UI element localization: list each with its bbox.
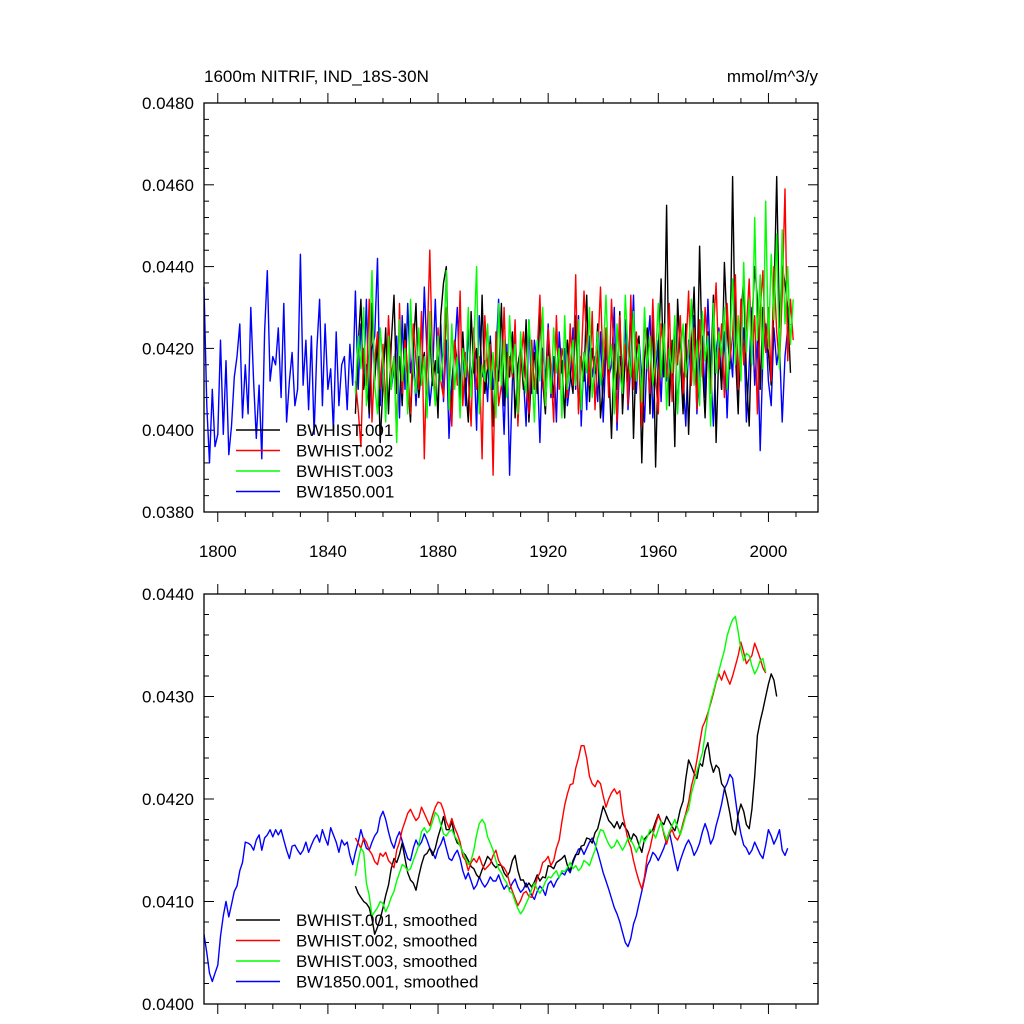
y-tick-label: 0.0420 (142, 790, 194, 809)
legend-label: BWHIST.001, smoothed (296, 911, 477, 930)
series-group (203, 615, 789, 983)
y-tick-label: 0.0430 (142, 688, 194, 707)
x-tick-label: 1880 (419, 542, 457, 561)
y-tick-label: 0.0420 (142, 339, 194, 358)
x-tick-label: 1960 (639, 542, 677, 561)
x-tick-label: 1840 (309, 542, 347, 561)
y-tick-label: 0.0380 (142, 503, 194, 522)
series-line-1 (354, 641, 767, 907)
series-line-2 (354, 615, 767, 917)
legend-label: BWHIST.002 (296, 442, 393, 461)
chart-title: 1600m NITRIF, IND_18S-30N (204, 67, 429, 86)
legend-label: BW1850.001, smoothed (296, 973, 478, 992)
x-tick-label: 2000 (750, 542, 788, 561)
x-tick-label: 1800 (199, 542, 237, 561)
y-tick-label: 0.0440 (142, 585, 194, 604)
panel-smoothed: 0.0400 0.0410 0.0420 0.0430 0.0440 BWHIST.00… (142, 584, 819, 1014)
series-line-0 (354, 673, 778, 935)
plot-frame (203, 102, 819, 513)
plot-frame (203, 593, 819, 1005)
legend-label: BWHIST.002, smoothed (296, 932, 477, 951)
legend-label: BWHIST.001 (296, 421, 393, 440)
x-tick-label: 1920 (529, 542, 567, 561)
y-tick-label: 0.0480 (142, 94, 194, 113)
series-line-2 (354, 200, 794, 444)
y-tick-label: 0.0440 (142, 258, 194, 277)
y-tick-label: 0.0410 (142, 893, 194, 912)
units-label: mmol/m^3/y (727, 67, 819, 86)
y-tick-label: 0.0400 (142, 421, 194, 440)
series-line-3 (203, 773, 789, 983)
y-tick-label: 0.0460 (142, 176, 194, 195)
legend-label: BWHIST.003 (296, 462, 393, 481)
series-group (203, 175, 794, 476)
axes-ticks: 0.0380 0.0400 0.0420 0.0440 0.0460 0.0480 1800… (142, 93, 818, 561)
y-tick-label: 0.0400 (142, 995, 194, 1014)
legend: BWHIST.001, smoothed BWHIST.002, smoothed… (236, 911, 478, 992)
panel-raw: 1600m NITRIF, IND_18S-30N mmol/m^3/y 0.0… (142, 67, 819, 561)
legend-label: BW1850.001 (296, 483, 394, 502)
legend-label: BWHIST.003, smoothed (296, 952, 477, 971)
axes-ticks: 0.0400 0.0410 0.0420 0.0430 0.0440 (142, 584, 818, 1014)
